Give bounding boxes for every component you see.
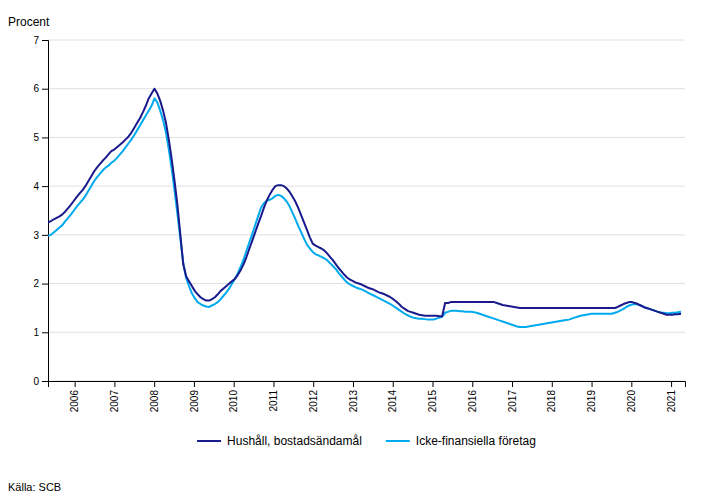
tick: 1: [33, 327, 48, 338]
legend: Hushåll, bostadsändamål Icke-finansiella …: [197, 434, 536, 448]
tick-mark: [592, 381, 593, 387]
tick-label: 2021: [666, 390, 677, 413]
tick-label: 4: [33, 181, 39, 192]
tick-mark: [42, 284, 48, 285]
source: Källa: SCB: [8, 481, 61, 493]
tick: 2010: [228, 381, 239, 412]
tick-mark: [234, 381, 235, 387]
y-axis: 0 1 2 3 4 5 6 7: [33, 35, 48, 387]
tick-mark: [512, 381, 513, 387]
tick: 2019: [586, 381, 597, 412]
x-axis: 2006 2007 2008 2009 2010 2011 2012 2013 2014 2015…: [49, 381, 686, 412]
grid-line: [48, 332, 685, 333]
tick: 5: [33, 132, 48, 143]
tick-label: 6: [33, 83, 39, 94]
grid: [48, 40, 685, 381]
tick-label: 2: [33, 278, 39, 289]
tick: 2012: [308, 381, 319, 412]
grid-line: [48, 234, 685, 235]
tick-label: 2014: [387, 390, 398, 413]
tick: 2: [33, 278, 48, 289]
tick: 2020: [626, 381, 637, 412]
tick-mark: [472, 381, 473, 387]
tick-label: 2017: [507, 390, 518, 413]
tick-mark: [671, 381, 672, 387]
tick-label: 2010: [228, 390, 239, 413]
legend-item: Icke-finansiella företag: [386, 434, 536, 448]
grid-line: [48, 88, 685, 89]
tick-mark: [273, 381, 274, 387]
tick-label: 2018: [546, 390, 557, 413]
tick-label: 2009: [189, 390, 200, 413]
tick-label: 2008: [149, 390, 160, 413]
tick: 2016: [467, 381, 478, 412]
tick-label: 7: [33, 35, 39, 46]
tick: 3: [33, 230, 48, 241]
tick: 6: [33, 83, 48, 94]
tick-mark: [42, 89, 48, 90]
tick: 2017: [507, 381, 518, 412]
line: [48, 98, 681, 326]
y-axis-title: Procent: [8, 15, 50, 29]
legend-swatch: [197, 440, 221, 442]
tick-mark: [42, 332, 48, 333]
tick-mark: [42, 381, 48, 382]
tick-label: 2011: [268, 390, 279, 412]
tick-label: 2016: [467, 390, 478, 413]
tick-label: 2015: [427, 390, 438, 413]
tick: 2007: [109, 381, 120, 412]
tick: 2006: [69, 381, 80, 412]
tick: 0: [33, 376, 48, 387]
tick: 2009: [189, 381, 200, 412]
tick-mark: [75, 381, 76, 387]
tick: 2018: [546, 381, 557, 412]
tick-label: 3: [33, 230, 39, 241]
legend-label: Icke-finansiella företag: [416, 434, 536, 448]
legend-label: Hushåll, bostadsändamål: [227, 434, 362, 448]
tick-mark: [393, 381, 394, 387]
tick-mark: [631, 381, 632, 387]
line: [48, 89, 681, 316]
tick: 2008: [149, 381, 160, 412]
tick-mark: [353, 381, 354, 387]
tick-mark: [433, 381, 434, 387]
chart: 2006200720082009201020112012201320142015…: [0, 0, 709, 501]
tick-mark: [313, 381, 314, 387]
tick: 2013: [348, 381, 359, 412]
tick-label: 2012: [308, 390, 319, 413]
tick-label: 0: [33, 376, 39, 387]
grid-line: [48, 40, 685, 41]
tick-label: 2007: [109, 390, 120, 413]
tick-label: 2020: [626, 390, 637, 413]
grid-line: [48, 186, 685, 187]
legend-item: Hushåll, bostadsändamål: [197, 434, 362, 448]
plot: 2006200720082009201020112012201320142015…: [33, 35, 685, 413]
tick-mark: [42, 137, 48, 138]
tick: 2021: [666, 381, 677, 412]
legend-swatch: [386, 440, 410, 442]
axis-line: [42, 41, 49, 382]
tick-label: 2019: [586, 390, 597, 413]
tick-mark: [42, 186, 48, 187]
axis-line: [49, 382, 686, 388]
tick-mark: [552, 381, 553, 387]
tick-label: 1: [33, 327, 39, 338]
tick: 7: [33, 35, 48, 46]
tick-label: 5: [33, 132, 39, 143]
grid-line: [48, 137, 685, 138]
tick: 2014: [387, 381, 398, 412]
tick-mark: [42, 40, 48, 41]
tick-mark: [154, 381, 155, 387]
tick-label: 2006: [69, 390, 80, 413]
tick-mark: [42, 235, 48, 236]
tick-mark: [114, 381, 115, 387]
tick: 2011: [268, 381, 279, 412]
lines: [48, 89, 681, 327]
tick: 4: [33, 181, 48, 192]
tick-mark: [194, 381, 195, 387]
tick: 2015: [427, 381, 438, 412]
tick-label: 2013: [348, 390, 359, 413]
grid-line: [48, 283, 685, 284]
